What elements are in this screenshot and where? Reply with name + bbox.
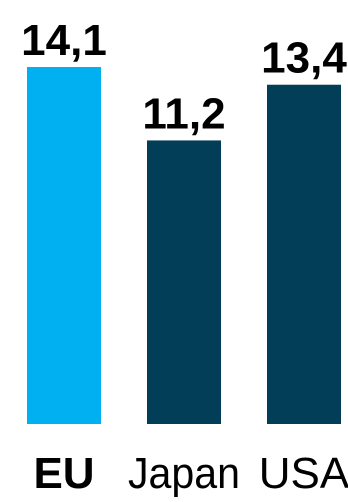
bars	[27, 67, 341, 425]
category-label-eu: EU	[33, 449, 94, 498]
category-labels: EU Japan USA	[33, 449, 348, 498]
bar-japan	[147, 140, 221, 424]
value-labels: 14,1 11,2 13,4	[21, 16, 347, 138]
bar-eu	[27, 67, 101, 424]
category-label-japan: Japan	[128, 449, 240, 498]
value-label-usa: 13,4	[261, 34, 347, 83]
bar-usa	[267, 84, 341, 425]
category-label-usa: USA	[259, 449, 348, 498]
value-label-japan: 11,2	[142, 89, 225, 138]
value-label-eu: 14,1	[21, 16, 107, 65]
